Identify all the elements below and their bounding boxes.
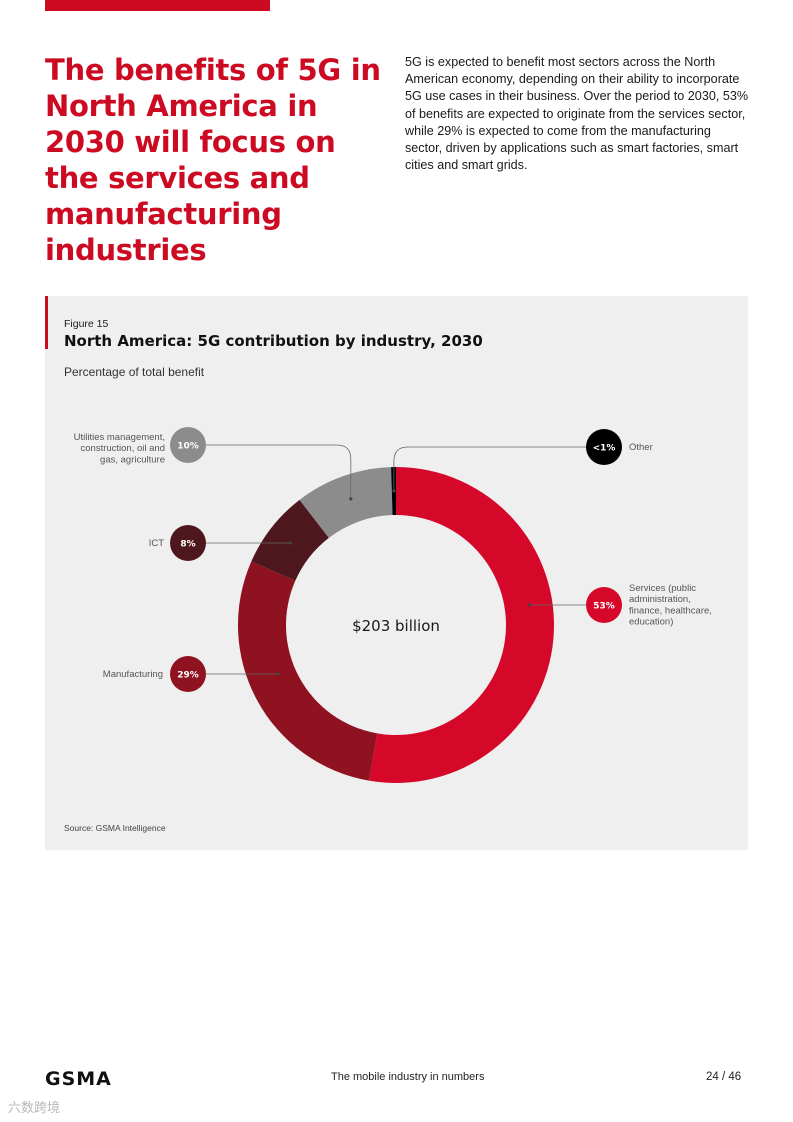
leader-dot <box>288 541 293 545</box>
intro-paragraph: 5G is expected to benefit most sectors a… <box>405 55 749 173</box>
figure-source: Source: GSMA Intelligence <box>64 823 166 833</box>
value-badge <box>586 587 622 623</box>
donut-slice <box>251 499 329 581</box>
page-headline: The benefits of 5G in North America in 2… <box>45 53 381 267</box>
leader-dot <box>349 497 353 501</box>
value-badge <box>586 429 622 465</box>
leader-line <box>393 446 586 492</box>
category-label: Other <box>629 442 653 453</box>
value-badge-label: 10% <box>177 442 199 452</box>
watermark: 六数跨境 <box>8 1100 61 1115</box>
category-label: Manufacturing <box>103 669 163 680</box>
top-accent-bar <box>45 0 270 11</box>
category-label: Utilities management, construction, oil a… <box>74 432 165 465</box>
value-badge-label: 8% <box>180 540 195 550</box>
value-badge <box>170 525 206 561</box>
donut-slice <box>368 467 554 783</box>
figure-number: Figure 15 <box>64 318 109 330</box>
leader-dot <box>392 489 396 493</box>
donut-center-label: $203 billion <box>352 617 440 635</box>
value-badge-label: 29% <box>177 671 199 681</box>
page-number: 24 / 46 <box>706 1071 742 1083</box>
leader-dot <box>527 603 532 607</box>
figure-subtitle: Percentage of total benefit <box>64 365 205 379</box>
gsma-logo: GSMA <box>45 1068 112 1090</box>
donut-slice <box>299 467 393 538</box>
figure-accent-bar <box>45 296 48 349</box>
value-badge-label: <1% <box>593 444 616 454</box>
leader-line <box>206 444 352 499</box>
footer-publication-title: The mobile industry in numbers <box>331 1071 485 1083</box>
category-label: Services (public administration, finance, … <box>629 583 712 628</box>
value-badge <box>170 656 206 692</box>
value-badge <box>170 427 206 463</box>
figure-title: North America: 5G contribution by indust… <box>64 332 483 350</box>
category-label: ICT <box>149 538 165 549</box>
donut-slice <box>238 561 378 781</box>
value-badge-label: 53% <box>593 602 615 612</box>
leader-dot <box>276 672 280 676</box>
